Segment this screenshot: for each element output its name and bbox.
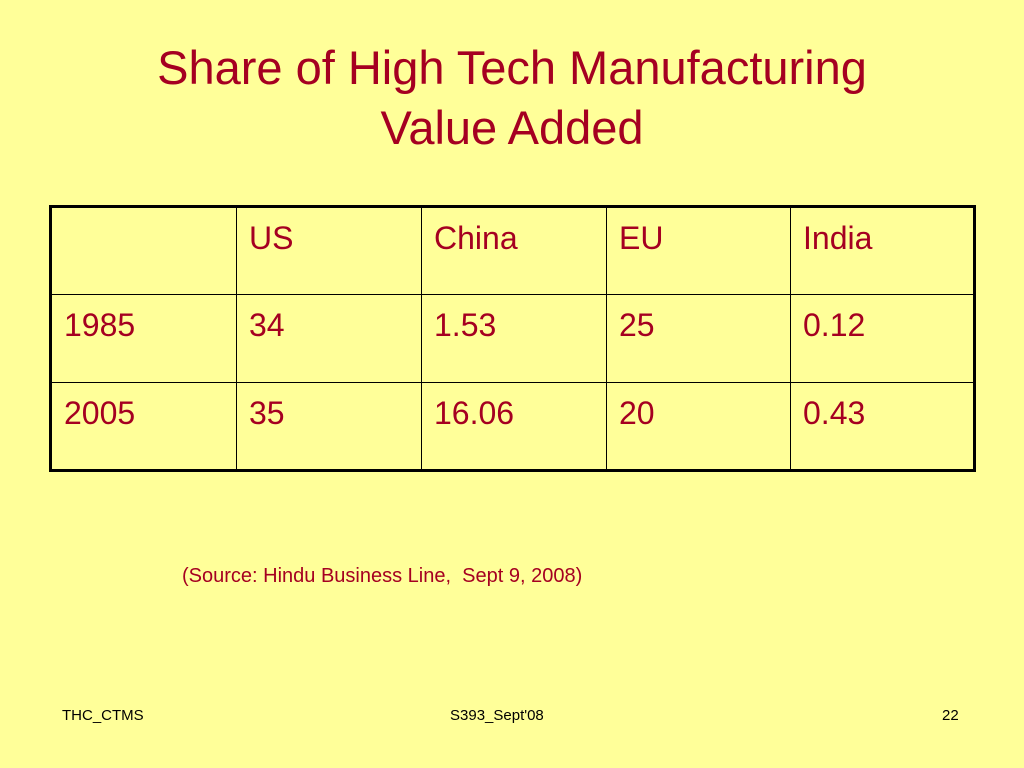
table-header-row: US China EU India — [50, 206, 975, 295]
table-cell-eu: 20 — [606, 382, 791, 471]
page-number: 22 — [942, 707, 959, 724]
table-row: 2005 35 16.06 20 0.43 — [50, 382, 975, 471]
table-cell-eu: 25 — [606, 294, 791, 383]
slide-title: Share of High Tech Manufacturing Value A… — [0, 38, 1024, 158]
table-cell-us: 34 — [236, 294, 422, 383]
table-header-cell-china: China — [421, 206, 607, 295]
footer-center-text: S393_Sept'08 — [450, 707, 544, 724]
table-header-cell-empty — [50, 206, 237, 295]
source-note: (Source: Hindu Business Line, Sept 9, 20… — [182, 565, 583, 587]
table-header-cell-eu: EU — [606, 206, 791, 295]
table-cell-china: 1.53 — [421, 294, 607, 383]
table-row: 1985 34 1.53 25 0.12 — [50, 294, 975, 383]
table-cell-india: 0.12 — [790, 294, 975, 383]
slide-title-line-1: Share of High Tech Manufacturing — [157, 41, 867, 94]
data-table: US China EU India 1985 34 1.53 25 0.12 2… — [49, 205, 976, 472]
table-cell-us: 35 — [236, 382, 422, 471]
table-cell-india: 0.43 — [790, 382, 975, 471]
slide-title-line-2: Value Added — [380, 101, 644, 154]
table-cell-year: 1985 — [50, 294, 237, 383]
table-header-cell-india: India — [790, 206, 975, 295]
table-cell-year: 2005 — [50, 382, 237, 471]
footer-left-text: THC_CTMS — [62, 707, 144, 724]
table-header-cell-us: US — [236, 206, 422, 295]
table-cell-china: 16.06 — [421, 382, 607, 471]
